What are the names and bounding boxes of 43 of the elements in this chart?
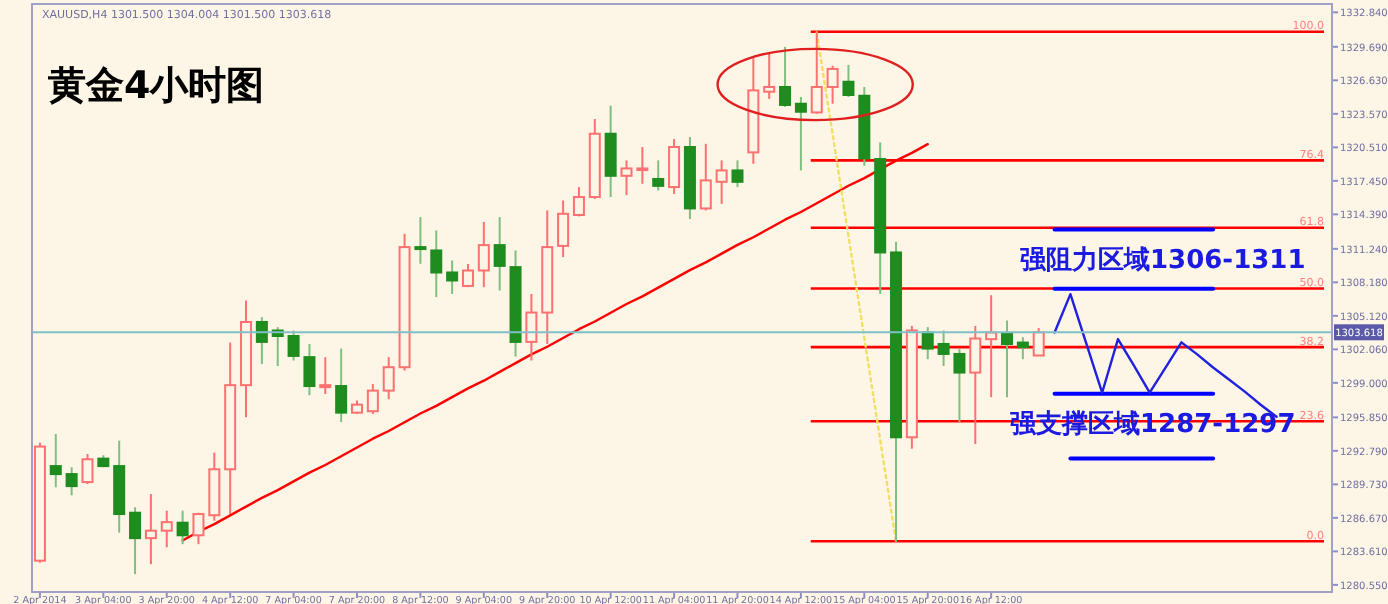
candlestick [794,95,807,172]
candlestick [715,159,728,205]
annotation: 强阻力区域1306-1311 [1020,246,1306,276]
candlestick [969,324,982,446]
candlestick [1001,319,1013,399]
candlestick [144,493,157,566]
candlestick [810,31,823,115]
candlestick [525,292,538,362]
candlestick [49,433,62,489]
candlestick [255,316,268,365]
candlestick [208,451,221,522]
candlestick [731,159,744,189]
candlestick [319,356,332,396]
candlestick [668,138,681,195]
line-series [815,31,898,543]
candlestick [604,104,617,199]
candlestick [446,259,459,295]
candlestick [572,186,585,218]
text: 黄金4小时图 [46,64,265,108]
candlestick [477,220,490,289]
candlestick [1032,327,1045,357]
candlestick [763,52,776,100]
candlestick [557,199,570,259]
candlestick [65,466,78,497]
candlestick [842,63,855,98]
candlestick [1016,336,1029,361]
candlestick [176,509,189,546]
candlestick [160,509,173,549]
candlestick [826,64,839,105]
candlestick [335,347,348,424]
candlestick [652,159,665,192]
candlestick [921,326,934,361]
candlestick [81,453,94,486]
candlestick [414,216,427,265]
candlestick [493,216,506,292]
candlestick [382,356,395,401]
candlestick [129,506,142,576]
candlestick [699,142,712,212]
candlestick [779,45,792,108]
candlestick [113,439,126,534]
candlestick [430,229,443,299]
candlestick [366,382,379,415]
candlestick [192,511,205,546]
